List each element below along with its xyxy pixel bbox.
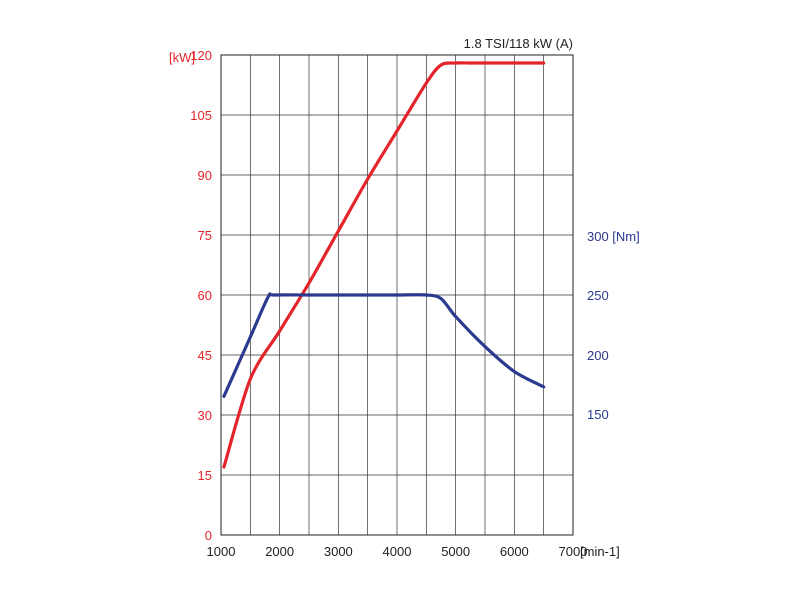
x-tick-label: 2000 — [265, 544, 294, 559]
left-tick-label: 15 — [198, 468, 212, 483]
chart-frame — [220, 54, 574, 536]
chart-title: 1.8 TSI/118 kW (A) — [464, 36, 573, 51]
x-tick-label: 3000 — [324, 544, 353, 559]
right-axis-unit-label: 300 [Nm] — [587, 229, 640, 244]
left-tick-label: 0 — [205, 528, 212, 543]
left-tick-label: 120 — [190, 48, 212, 63]
x-tick-label: 5000 — [441, 544, 470, 559]
chart-series — [222, 61, 546, 469]
right-axis-ticks: 150 200 250 — [587, 288, 609, 422]
x-axis-unit-label: [min-1] — [580, 544, 620, 559]
left-tick-label: 60 — [198, 288, 212, 303]
x-tick-label: 4000 — [383, 544, 412, 559]
x-tick-label: 6000 — [500, 544, 529, 559]
right-tick-label: 200 — [587, 348, 609, 363]
left-tick-label: 45 — [198, 348, 212, 363]
left-axis-unit-label: [kW] — [169, 50, 195, 65]
right-tick-label: 250 — [587, 288, 609, 303]
x-tick-label: 1000 — [207, 544, 236, 559]
left-axis-ticks: 0 15 30 45 60 75 90 105 120 — [190, 48, 212, 543]
x-tick-label: 7000 — [559, 544, 588, 559]
power-line — [222, 61, 546, 469]
left-tick-label: 75 — [198, 228, 212, 243]
right-tick-label: 150 — [587, 407, 609, 422]
plot-border — [220, 54, 574, 536]
torque-line — [222, 292, 546, 398]
left-tick-label: 105 — [190, 108, 212, 123]
left-tick-label: 90 — [198, 168, 212, 183]
left-tick-label: 30 — [198, 408, 212, 423]
x-axis-ticks: 1000 2000 3000 4000 5000 6000 7000 — [207, 544, 588, 559]
